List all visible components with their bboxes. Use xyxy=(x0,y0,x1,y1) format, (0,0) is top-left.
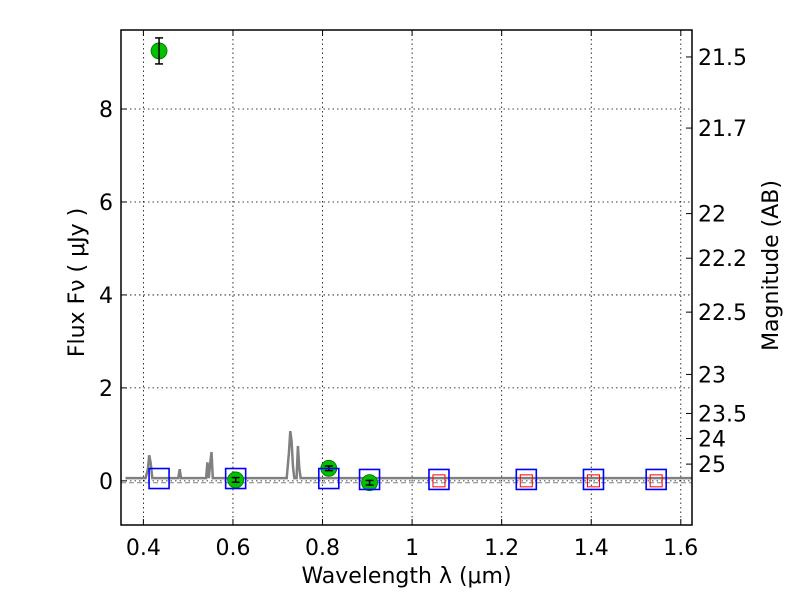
model-flux-point xyxy=(645,468,667,491)
upper-limit-point xyxy=(519,474,533,488)
x-tick-label: 0.4 xyxy=(126,536,161,561)
data-marks xyxy=(148,37,667,492)
x-tick-label: 1.6 xyxy=(663,536,698,561)
mag-tick-label: 22.2 xyxy=(698,247,747,272)
template-line xyxy=(125,430,692,480)
model-flux-point xyxy=(515,468,538,491)
model-flux-point xyxy=(224,467,247,490)
plot-frame xyxy=(120,29,693,526)
x-tick-label: 0.6 xyxy=(215,536,250,561)
model-flux-point xyxy=(317,467,340,490)
x-tick-label: 1.4 xyxy=(574,536,609,561)
model-flux-point xyxy=(358,468,381,491)
mag-tick-label: 22.5 xyxy=(698,301,747,326)
x-tick-label: 1 xyxy=(405,536,419,561)
mag-tick-label: 23.5 xyxy=(698,402,747,427)
y-tick-label: 4 xyxy=(99,284,113,309)
mag-tick-label: 21.7 xyxy=(698,117,747,142)
x-tick-label: 1.2 xyxy=(484,536,519,561)
mag-tick-label: 23 xyxy=(698,363,726,388)
mag-tick-label: 25 xyxy=(698,453,726,478)
x-axis-label: Wavelength λ (μm) xyxy=(301,564,511,589)
upper-limit-point xyxy=(432,474,446,488)
upper-limit-point xyxy=(586,474,600,488)
x-tick-label: 0.8 xyxy=(305,536,340,561)
y-tick-label: 2 xyxy=(99,377,113,402)
y-axis-label: Flux Fν ( μJy ) xyxy=(65,208,90,357)
y-tick-label: 0 xyxy=(99,470,113,495)
upper-limit-point xyxy=(649,474,663,488)
template-spectrum xyxy=(121,430,692,484)
grid xyxy=(121,30,692,525)
y2-axis-label: Magnitude (AB) xyxy=(759,180,784,351)
model-flux-point xyxy=(428,468,450,491)
y-tick-label: 6 xyxy=(99,191,113,216)
ticks: 0.4 0.6 0.8 1 1.2 1.4 1.60246821.521.72222.222… xyxy=(99,30,747,561)
model-flux-point xyxy=(148,467,170,490)
mag-tick-label: 22 xyxy=(698,203,726,228)
y-tick-label: 8 xyxy=(99,98,113,123)
mag-tick-label: 21.5 xyxy=(698,46,747,71)
mag-tick-label: 24 xyxy=(698,428,726,453)
model-flux-point xyxy=(582,468,605,491)
